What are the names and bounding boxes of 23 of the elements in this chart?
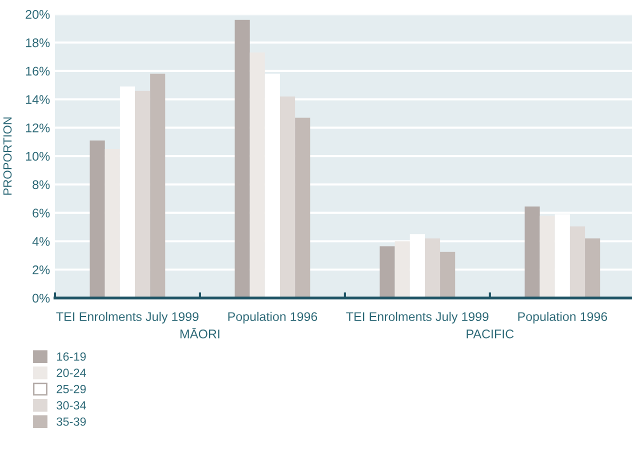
- x-tick-label: TEI Enrolments July 1999: [56, 312, 198, 324]
- y-tick-label: 16%: [26, 66, 50, 76]
- legend-label: 16-19: [57, 352, 86, 361]
- legend-label: 20-24: [56, 368, 86, 378]
- y-tick-label: 14%: [26, 95, 50, 104]
- y-tick-label: 12%: [26, 124, 50, 132]
- legend-label: 25-29: [56, 384, 86, 394]
- legend-label: 30-34: [56, 401, 86, 410]
- text: PACIFIC: [466, 330, 514, 338]
- x-tick-label: Population 1996: [518, 312, 608, 324]
- legend-label: 35-39: [56, 417, 86, 426]
- text: MĀORI: [180, 328, 220, 338]
- y-tick-label: 2%: [32, 265, 50, 274]
- y-tick-label: 10%: [26, 152, 50, 161]
- y-tick-label: 8%: [32, 180, 50, 190]
- y-tick-label: 0%: [32, 294, 50, 303]
- x-tick-label: Population 1996: [228, 312, 318, 324]
- y-axis-title: PROPORTION: [3, 117, 12, 195]
- y-tick-label: 6%: [32, 208, 50, 218]
- y-tick-label: 18%: [26, 38, 50, 48]
- y-tick-label: 4%: [32, 237, 50, 246]
- y-tick-label: 20%: [26, 10, 50, 19]
- x-tick-label: TEI Enrolments July 1999: [346, 312, 488, 324]
